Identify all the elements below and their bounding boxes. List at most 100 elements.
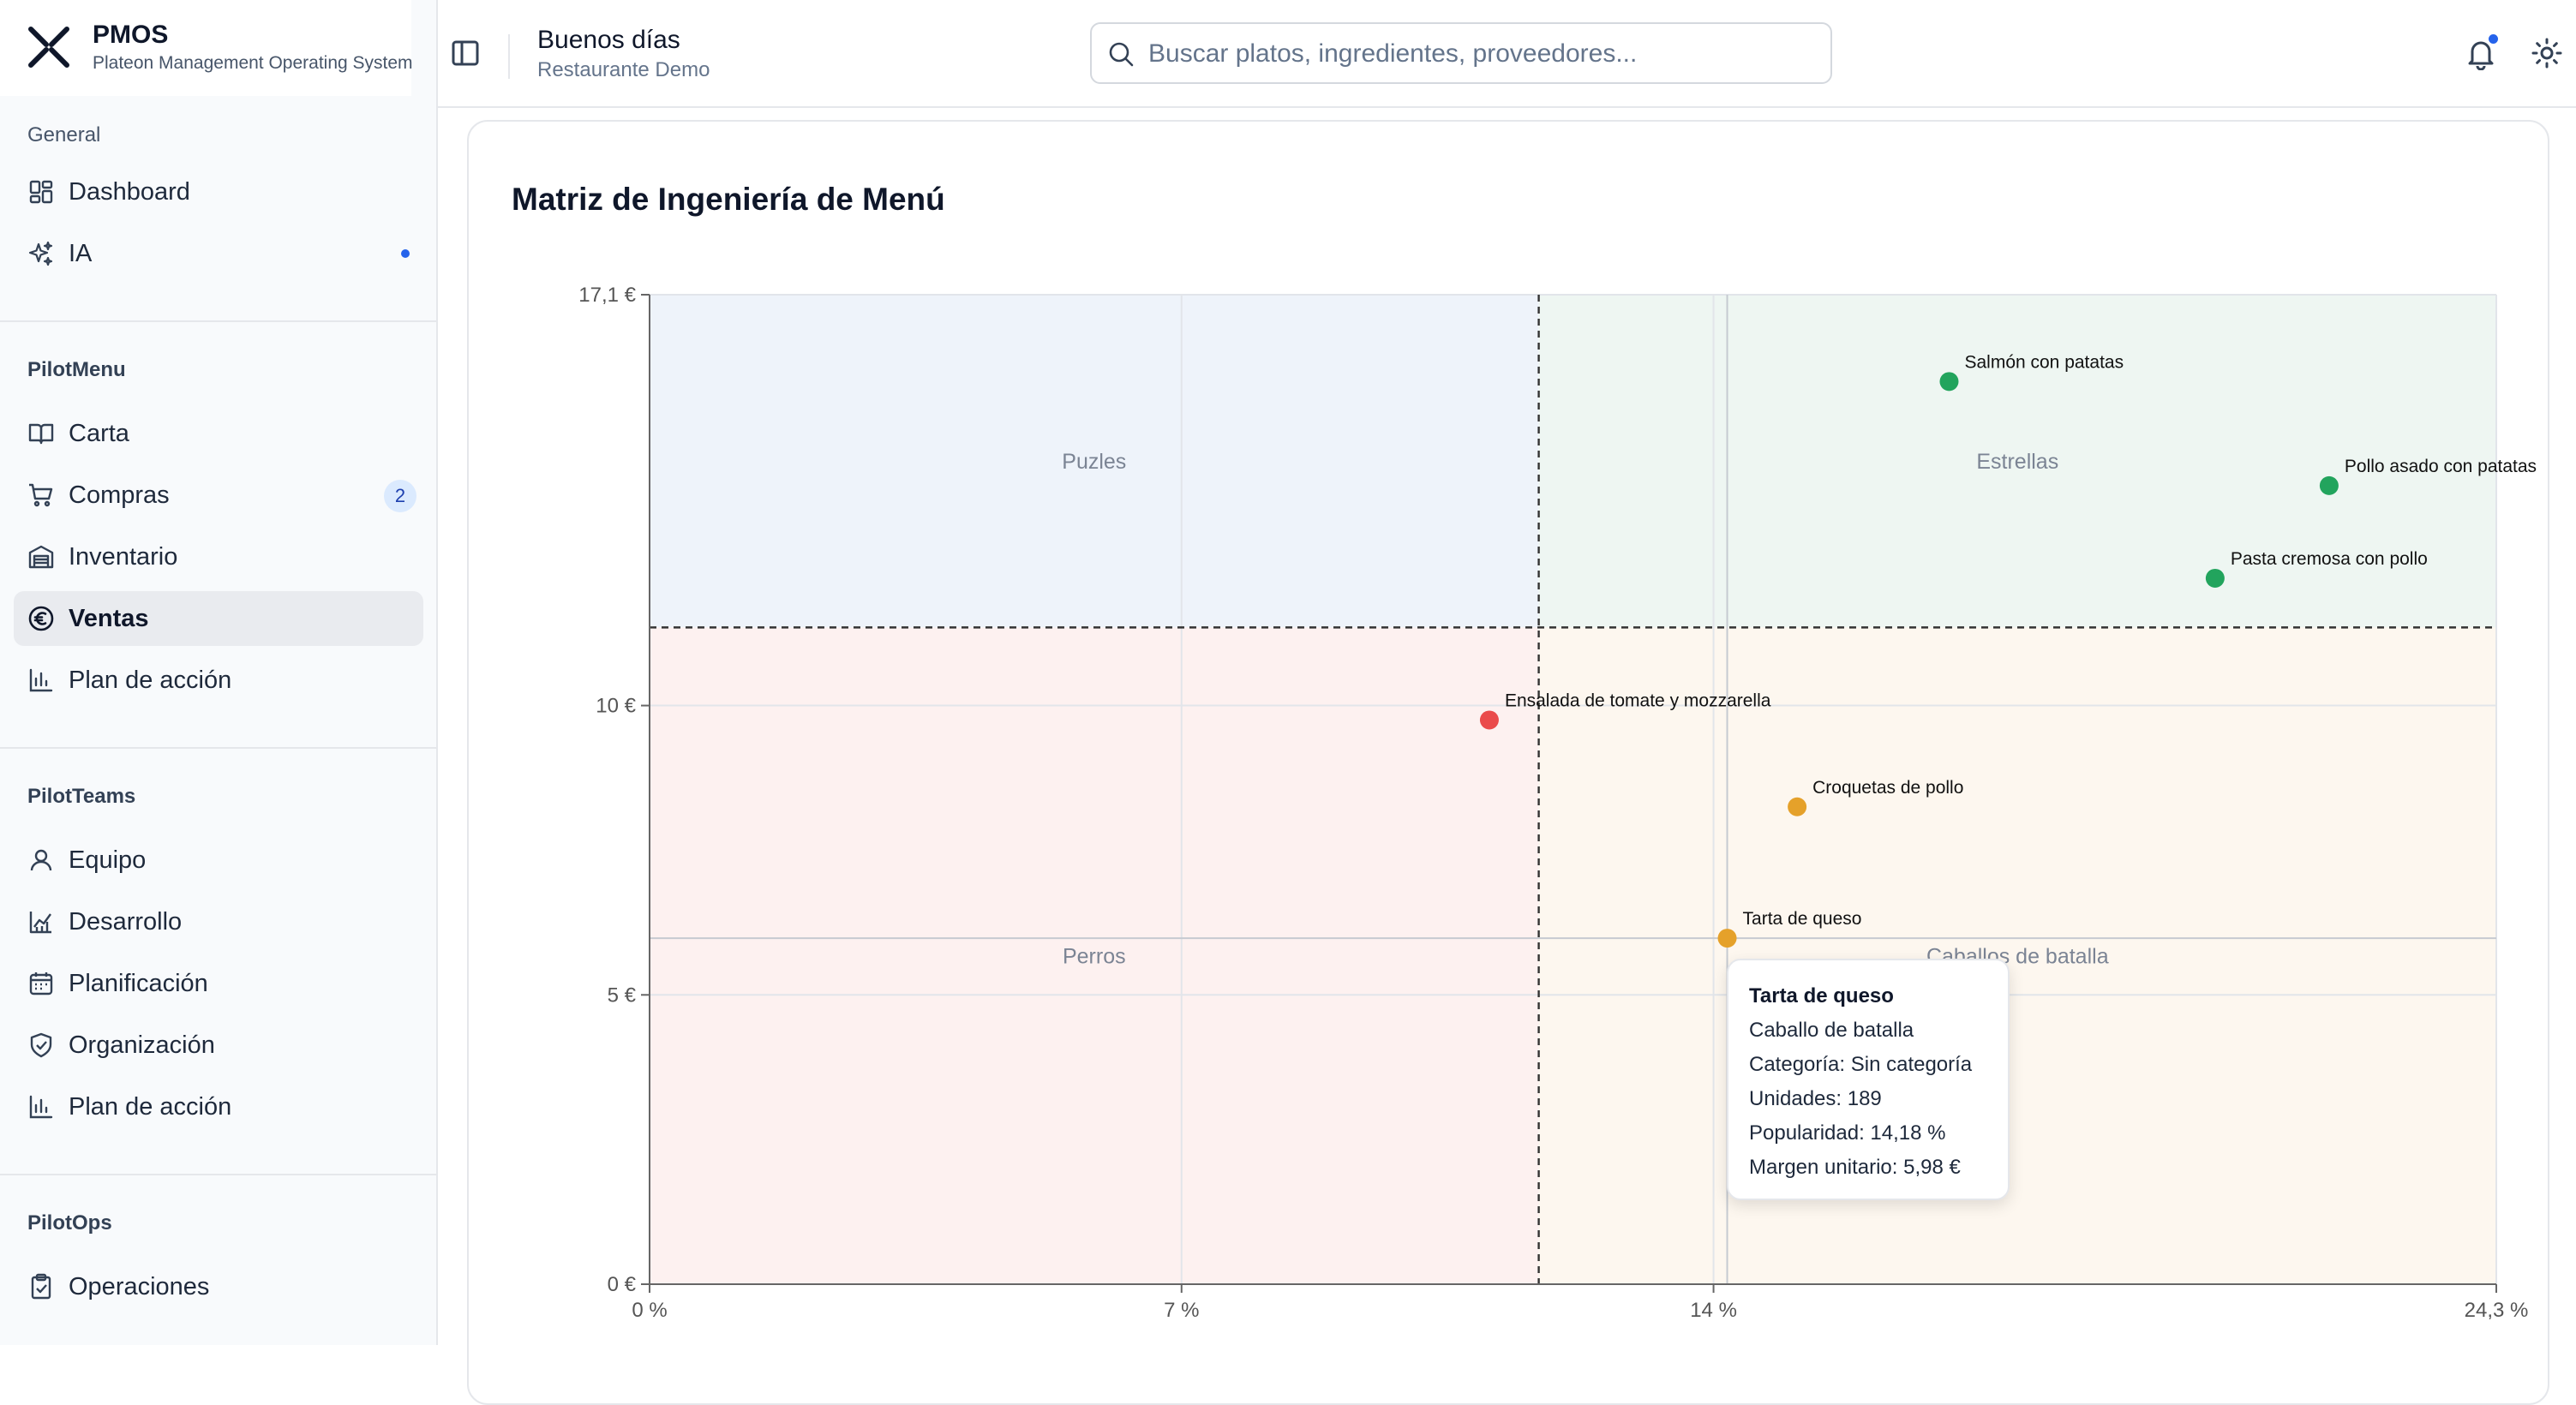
sidebar-item-planificacion[interactable]: Planificación — [14, 956, 423, 1011]
sidebar-item-label: Plan de acción — [69, 667, 232, 694]
data-point-label: Tarta de queso — [1743, 909, 1862, 929]
search-input[interactable] — [1147, 34, 1818, 74]
search-icon — [1109, 42, 1134, 67]
sun-icon[interactable] — [2530, 36, 2564, 70]
section-title-pilotteams: PilotTeams — [27, 785, 136, 808]
bell-icon[interactable] — [2464, 36, 2498, 70]
dashboard-grid-icon — [29, 180, 53, 204]
data-point-label: Pollo asado con patatas — [2345, 457, 2537, 476]
sidebar-item-label: Compras — [69, 481, 170, 509]
sidebar-divider — [0, 320, 438, 322]
x-tick-label: 14 % — [1690, 1299, 1737, 1322]
sidebar-item-label: Ventas — [69, 605, 149, 632]
quadrant-label-puzles: Puzles — [1062, 450, 1126, 474]
book-open-icon — [28, 423, 54, 445]
sidebar-item-organizacion[interactable]: Organización — [14, 1018, 423, 1073]
sidebar-item-label: Carta — [69, 420, 129, 447]
data-point — [2319, 475, 2339, 495]
sidebar-item-operaciones[interactable]: Operaciones — [14, 1259, 423, 1314]
sidebar-item-label: Organización — [69, 1031, 215, 1059]
data-point — [2205, 568, 2225, 588]
sidebar-item-label: Plan de acción — [69, 1093, 232, 1121]
tooltip-line: Popularidad: 14,18 % — [1749, 1121, 1946, 1145]
sidebar-item-inventario[interactable]: Inventario — [14, 529, 423, 584]
quadrant-label-perros: Perros — [1063, 945, 1126, 969]
sidebar-item-label: Operaciones — [69, 1273, 210, 1300]
sidebar-item-desarrollo[interactable]: Desarrollo — [14, 894, 423, 949]
brand-subtitle: Plateon Management Operating System — [93, 53, 413, 73]
data-point-label: Ensalada de tomate y mozzarella — [1505, 691, 1771, 710]
top-header: Buenos días Restaurante Demo — [438, 0, 2576, 108]
x-tick-label: 0 % — [632, 1299, 667, 1322]
sidebar-item-label: Inventario — [69, 543, 178, 571]
line-chart-icon — [29, 912, 51, 934]
sidebar: PMOS Plateon Management Operating System… — [0, 0, 438, 1345]
sidebar-item-label: Planificación — [69, 970, 208, 997]
data-point — [1788, 797, 1807, 816]
sidebar-item-ventas[interactable]: Ventas — [14, 591, 423, 646]
shopping-cart-icon — [29, 483, 53, 507]
sidebar-divider — [0, 1174, 438, 1175]
section-title-pilotmenu: PilotMenu — [27, 358, 126, 381]
restaurant-name: Restaurante Demo — [537, 58, 710, 81]
y-tick-label: 5 € — [608, 984, 637, 1007]
sidebar-divider — [0, 747, 438, 749]
x-tick-label: 7 % — [1164, 1299, 1199, 1322]
data-point-label: Salmón con patatas — [1964, 352, 2124, 372]
quadrant-perros — [650, 627, 1539, 1284]
quadrant-estrellas — [1538, 295, 2496, 628]
euro-icon — [28, 606, 54, 631]
data-point — [1939, 372, 1959, 392]
sidebar-item-plan-de-accion[interactable]: Plan de acción — [14, 653, 423, 708]
sparkles-icon — [28, 241, 53, 266]
tooltip-category-label: Caballo de batalla — [1749, 1019, 1914, 1042]
tooltip-line: Margen unitario: 5,98 € — [1749, 1156, 1961, 1179]
y-tick-label: 17,1 € — [578, 284, 636, 307]
sidebar-item-label: IA — [69, 240, 93, 267]
sidebar-item-dashboard[interactable]: Dashboard — [14, 164, 423, 219]
quadrant-caballos — [1538, 627, 2496, 1284]
bar-chart-icon — [29, 1095, 53, 1119]
calendar-icon — [29, 972, 53, 995]
clipboard-check-icon — [31, 1273, 51, 1300]
greeting-title: Buenos días — [537, 26, 680, 54]
y-tick-label: 0 € — [608, 1273, 637, 1296]
sidebar-item-compras[interactable]: Compras 2 — [14, 468, 423, 523]
sidebar-item-label: Equipo — [69, 846, 147, 874]
chart-tooltip: Tarta de queso Caballo de batalla Catego… — [1727, 959, 2010, 1200]
sidebar-item-ia[interactable]: IA — [14, 226, 423, 281]
pmos-logo-icon — [28, 27, 69, 68]
data-point — [1717, 929, 1737, 948]
search-box[interactable] — [1090, 22, 1832, 84]
header-divider — [508, 34, 510, 79]
tooltip-title: Tarta de queso — [1749, 984, 1894, 1007]
notification-dot — [2489, 34, 2498, 44]
warehouse-icon — [28, 545, 54, 569]
data-point-label: Pasta cremosa con pollo — [2231, 549, 2428, 569]
quadrant-label-estrellas: Estrellas — [1976, 450, 2058, 474]
tooltip-line: Unidades: 189 — [1749, 1087, 1882, 1110]
sidebar-item-label: Desarrollo — [69, 908, 183, 936]
sidebar-toggle-icon[interactable] — [448, 36, 482, 70]
brand: PMOS Plateon Management Operating System — [0, 0, 413, 96]
sidebar-item-equipo[interactable]: Equipo — [14, 833, 423, 888]
main-content: Matriz de Ingeniería de Menú Puzles Estre… — [438, 108, 2576, 1405]
menu-matrix-card: Matriz de Ingeniería de Menú Puzles Estre… — [467, 120, 2549, 1405]
x-tick-label: 24,3 % — [2465, 1299, 2529, 1322]
tooltip-line: Categoría: Sin categoría — [1749, 1053, 1973, 1076]
user-icon — [30, 849, 52, 871]
bar-chart-icon — [29, 668, 53, 692]
sidebar-item-plan-de-accion-teams[interactable]: Plan de acción — [14, 1079, 423, 1134]
card-title: Matriz de Ingeniería de Menú — [512, 182, 945, 217]
data-point-label: Croquetas de pollo — [1812, 778, 1963, 798]
sidebar-item-carta[interactable]: Carta — [14, 406, 423, 461]
compras-count-badge: 2 — [384, 480, 416, 512]
section-title-pilotops: PilotOps — [27, 1211, 112, 1235]
section-title-general: General — [27, 123, 101, 146]
new-indicator-dot — [401, 249, 410, 258]
shield-check-icon — [30, 1032, 52, 1058]
data-point — [1479, 710, 1499, 730]
quadrant-puzles — [650, 295, 1539, 628]
y-tick-label: 10 € — [596, 695, 636, 718]
